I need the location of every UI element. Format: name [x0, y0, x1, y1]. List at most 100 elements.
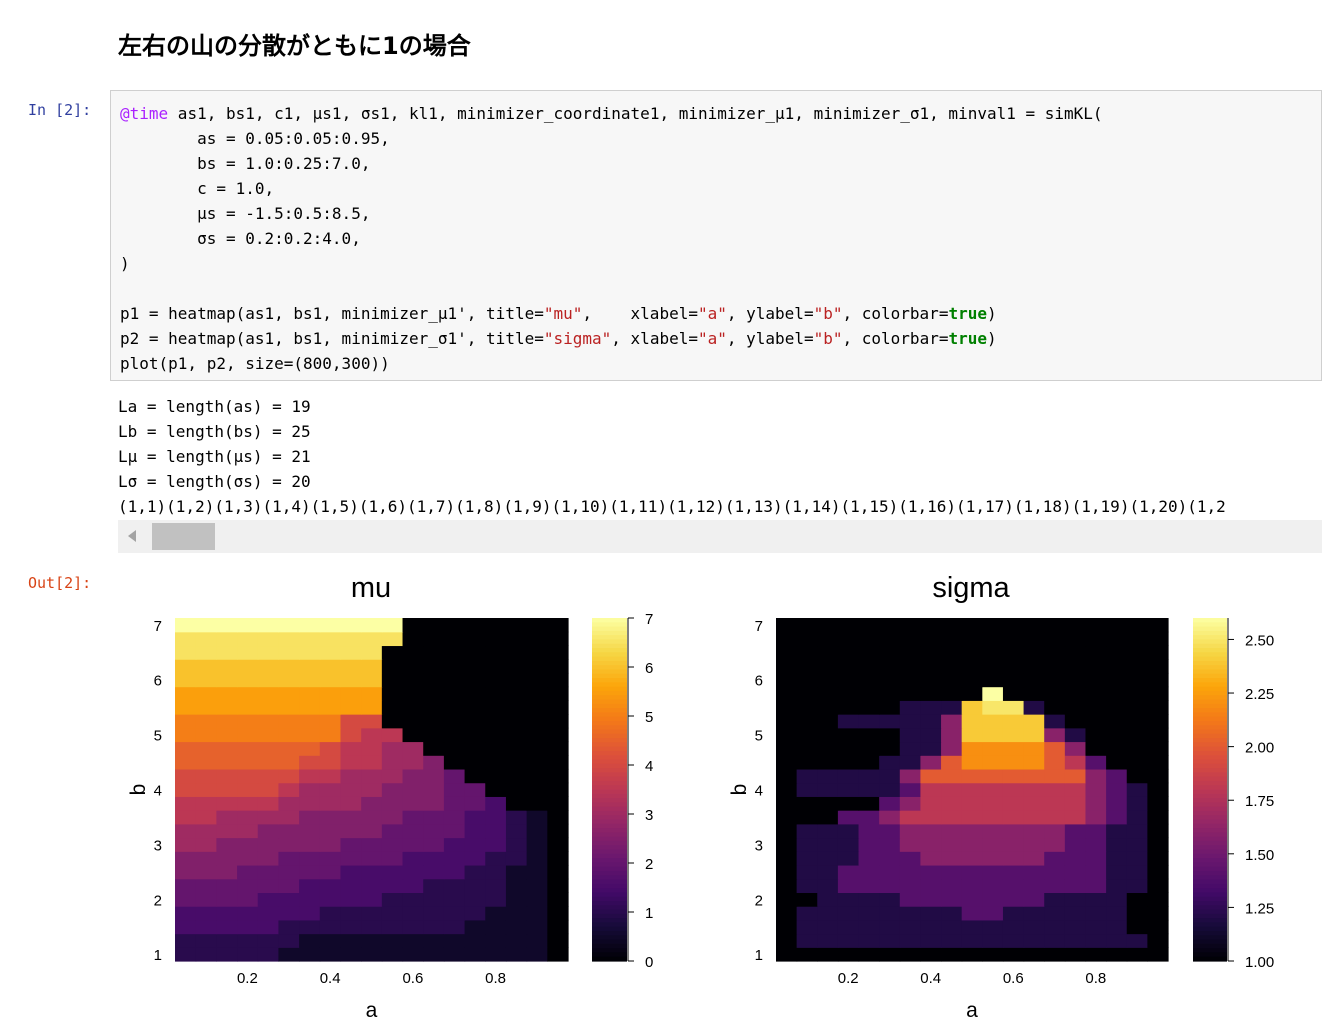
- heatmap-cell: [175, 810, 197, 825]
- colorbar-slice: [592, 772, 627, 778]
- colorbar-slice: [592, 823, 627, 829]
- heatmap-cell: [1002, 672, 1025, 688]
- colorbar-slice: [1193, 862, 1227, 868]
- heatmap-cell: [340, 878, 362, 893]
- heatmap-cell: [505, 700, 528, 715]
- heatmap-cell: [423, 714, 445, 729]
- heatmap-cell: [402, 782, 424, 797]
- heatmap-cell: [796, 714, 818, 729]
- heatmap-cell: [547, 892, 569, 907]
- heatmap-cell: [1147, 618, 1169, 633]
- heatmap-cell: [899, 631, 922, 647]
- colorbar-slice: [592, 819, 627, 825]
- heatmap-cell: [1064, 892, 1087, 907]
- colorbar-slice: [592, 913, 627, 919]
- heatmap-cell: [899, 906, 922, 921]
- heatmap-cell: [1023, 864, 1045, 880]
- heatmap-cell: [175, 823, 197, 839]
- heatmap-cell: [858, 947, 880, 962]
- heatmap-cell: [941, 837, 963, 852]
- heatmap-cell: [505, 837, 528, 852]
- heatmap-cell: [216, 878, 238, 893]
- heatmap-cell: [195, 714, 217, 729]
- heatmap-cell: [1126, 933, 1148, 948]
- code-cell[interactable]: @time as1, bs1, c1, μs1, σs1, kl1, minim…: [110, 90, 1322, 381]
- code-token: , ylabel=: [726, 304, 814, 323]
- heatmap-cell: [340, 755, 362, 770]
- code-editor[interactable]: @time as1, bs1, c1, μs1, σs1, kl1, minim…: [120, 101, 1103, 376]
- heatmap-cell: [319, 823, 342, 839]
- heatmap-cell: [505, 796, 528, 811]
- heatmap-cell: [899, 672, 922, 688]
- heatmap-cell: [1126, 796, 1148, 811]
- heatmap-cell: [776, 755, 798, 770]
- heatmap-cell: [961, 906, 983, 921]
- heatmap-cell: [961, 837, 983, 852]
- colorbar-slice: [592, 888, 627, 893]
- heatmap-cell: [1106, 700, 1128, 715]
- heatmap-cell: [1002, 659, 1025, 674]
- heatmap-cell: [961, 700, 983, 715]
- heatmap-cell: [237, 714, 259, 729]
- y-tick-label: 1: [154, 947, 162, 964]
- heatmap-cell: [526, 714, 548, 729]
- x-tick-label: 0.6: [402, 970, 423, 987]
- heatmap-cell: [423, 933, 445, 948]
- heatmap-cell: [796, 892, 818, 907]
- heatmap-cell: [899, 645, 922, 660]
- colorbar-slice: [1193, 695, 1227, 701]
- code-line: σs = 0.2:0.2:4.0,: [120, 229, 361, 248]
- heatmap-cell: [1147, 933, 1169, 948]
- heatmap-cell: [1106, 906, 1128, 921]
- heatmap-cell: [1085, 933, 1107, 948]
- heatmap-cell: [1126, 851, 1148, 866]
- heatmap-cell: [817, 919, 839, 935]
- heatmap-cell: [237, 947, 259, 962]
- heatmap-cell: [1085, 782, 1107, 797]
- heatmap-cell: [526, 700, 548, 715]
- scroll-left-arrow-icon[interactable]: [128, 530, 136, 542]
- code-token: "b": [813, 329, 843, 348]
- heatmap-cell: [776, 741, 798, 756]
- heatmap-cell: [858, 618, 880, 633]
- heatmap-cell: [961, 631, 983, 647]
- heatmap-cell: [920, 919, 942, 935]
- heatmap-cell: [1106, 741, 1128, 756]
- heatmap-cell: [1106, 686, 1128, 701]
- code-line: μs = -1.5:0.5:8.5,: [120, 204, 370, 223]
- heatmap-cell: [879, 796, 901, 811]
- heatmap-cell: [257, 933, 280, 948]
- heatmap-cell: [278, 727, 300, 743]
- heatmap-cell: [257, 947, 280, 962]
- heatmap-cell: [505, 878, 528, 893]
- code-token: p2 = heatmap(as1, bs1, minimizer_σ1', ti…: [120, 329, 544, 348]
- heatmap-cell: [776, 686, 798, 701]
- heatmap-cell: [257, 892, 280, 907]
- heatmap-cell: [278, 919, 300, 935]
- colorbar-slice: [592, 930, 627, 936]
- colorbar-slice: [1193, 785, 1227, 791]
- heatmap-cell: [1085, 810, 1107, 825]
- colorbar-tick-label: 2.00: [1245, 740, 1274, 757]
- heatmap-cell: [505, 618, 528, 633]
- colorbar-slice: [592, 673, 627, 679]
- colorbar-slice: [1193, 858, 1227, 863]
- heatmap-cell: [299, 631, 321, 647]
- heatmap-cell: [899, 810, 922, 825]
- heatmap-cell: [1002, 796, 1025, 811]
- heatmap-cell: [278, 851, 300, 866]
- heatmap-cell: [257, 823, 280, 839]
- colorbar-slice: [1193, 815, 1227, 821]
- heatmap-cell: [257, 768, 280, 784]
- heatmap-cell: [340, 618, 362, 633]
- scrollbar-thumb[interactable]: [152, 523, 215, 550]
- heatmap-cell: [961, 823, 983, 839]
- heatmap-cell: [1064, 837, 1087, 852]
- colorbar-slice: [1193, 900, 1227, 906]
- heatmap-cell: [941, 823, 963, 839]
- output-horizontal-scrollbar[interactable]: [118, 520, 1322, 553]
- plot-title: sigma: [932, 572, 1010, 604]
- heatmap-cell: [1126, 645, 1148, 660]
- heatmap-cell: [899, 851, 922, 866]
- heatmap-cell: [299, 727, 321, 743]
